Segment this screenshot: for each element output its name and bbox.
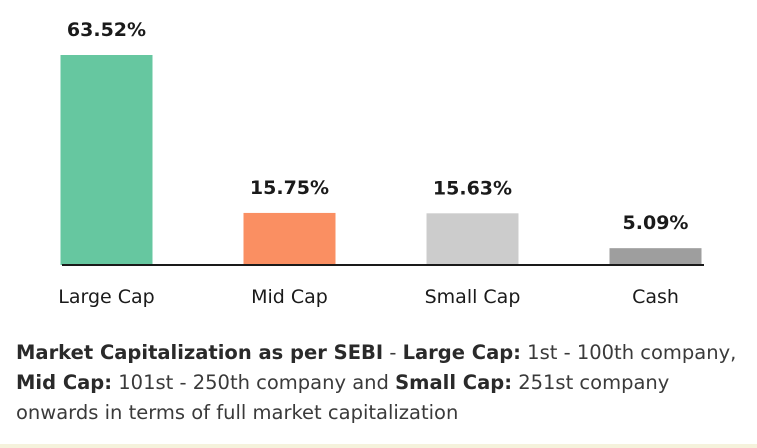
bar-cash [609, 248, 702, 265]
category-label-large-cap: Large Cap [58, 286, 154, 308]
note-mid-cap-label: Mid Cap: [16, 371, 113, 394]
value-label-small-cap: 15.63% [433, 177, 512, 199]
note-separator: - [383, 341, 403, 364]
category-label-mid-cap: Mid Cap [251, 286, 328, 308]
note-large-cap-label: Large Cap: [402, 341, 521, 364]
note-small-cap-text: 251st company onwards in terms of full m… [16, 371, 670, 424]
note-mid-cap-text: 101st - 250th company and [112, 371, 396, 394]
bar-large-cap [60, 55, 153, 265]
note-small-cap-label: Small Cap: [395, 371, 513, 394]
market-cap-definition-note: Market Capitalization as per SEBI - Larg… [16, 338, 751, 428]
bottom-strip [0, 444, 757, 448]
bars-group [60, 55, 702, 265]
category-label-small-cap: Small Cap [425, 286, 521, 308]
category-labels-group: Large Cap Mid Cap Small Cap Cash [58, 286, 679, 308]
bar-mid-cap [243, 212, 336, 265]
value-label-large-cap: 63.52% [67, 19, 146, 41]
note-large-cap-text: 1st - 100th company, [520, 341, 737, 364]
value-label-cash: 5.09% [623, 212, 689, 234]
category-label-cash: Cash [632, 286, 679, 308]
value-label-mid-cap: 15.75% [250, 177, 329, 199]
value-labels-group: 63.52% 15.75% 15.63% 5.09% [67, 19, 689, 234]
bar-small-cap [426, 213, 519, 265]
note-title: Market Capitalization as per SEBI [16, 341, 384, 364]
market-cap-bar-chart: 63.52% 15.75% 15.63% 5.09% Large Cap Mid Cap… [58, 19, 704, 308]
